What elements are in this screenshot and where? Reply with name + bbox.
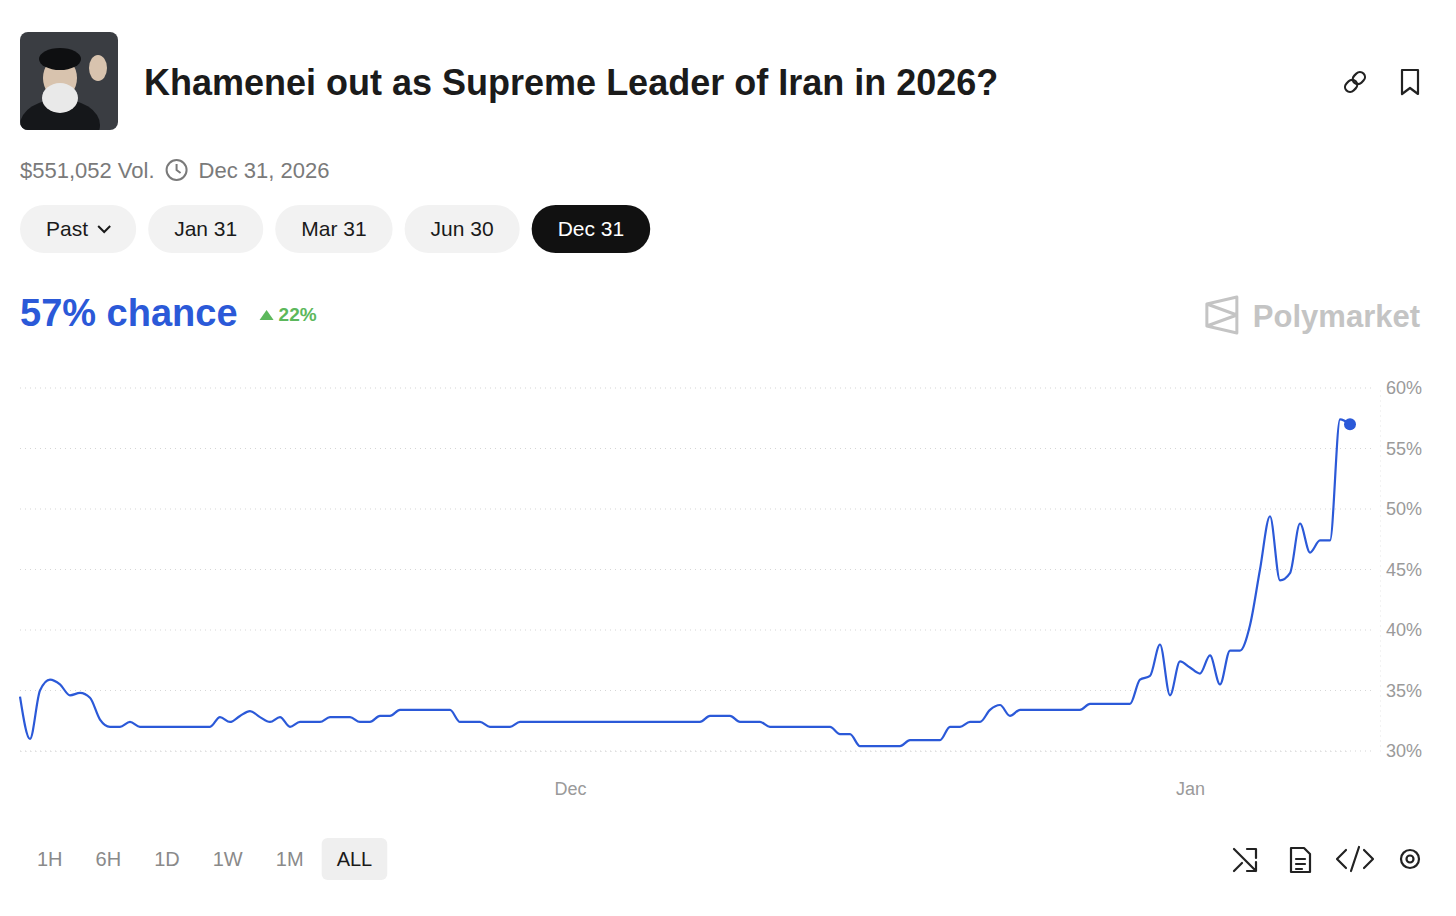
grid-line [20, 387, 1372, 388]
range-button-label[interactable]: 1W [213, 848, 243, 870]
settings-icon-center[interactable] [1407, 856, 1414, 863]
range-button-bg[interactable] [261, 838, 319, 880]
document-icon[interactable] [1291, 848, 1310, 872]
y-tick: 45% [1380, 560, 1422, 580]
avatar-hand [89, 55, 107, 81]
line [20, 419, 1350, 746]
end-date: Dec 31, 2026 [199, 158, 330, 183]
avatar [20, 32, 118, 151]
y-tick-label: 55% [1386, 439, 1422, 459]
y-tick-label: 40% [1386, 620, 1422, 640]
tab-bg[interactable] [20, 205, 136, 253]
range-button[interactable]: ALL [322, 838, 388, 880]
headline: 57% chance [20, 292, 238, 334]
tab-bg[interactable] [148, 205, 263, 253]
grid-line [20, 629, 1372, 630]
grid-line [20, 448, 1372, 449]
range-button-bg[interactable] [81, 838, 137, 880]
volume: $551,052 Vol. [20, 158, 155, 183]
tab-bg[interactable] [405, 205, 520, 253]
plot [20, 418, 1356, 746]
avatar-beard [42, 83, 78, 113]
y-tick: 35% [1380, 681, 1422, 701]
range-button-label[interactable]: ALL [337, 848, 373, 870]
y-tick: 60% [1380, 378, 1422, 398]
tab[interactable]: Jan 31 [148, 205, 263, 253]
x-axis: Dec Jan [21, 751, 1351, 799]
range-button-bg[interactable] [139, 838, 195, 880]
x-axis-line [21, 751, 1351, 752]
link-icon-part[interactable] [1351, 70, 1367, 86]
range-button-label[interactable]: 1M [276, 848, 304, 870]
grid-line [20, 508, 1372, 509]
range-button[interactable]: 1M [261, 838, 319, 880]
clock-icon [167, 160, 187, 180]
tab-label[interactable]: Mar 31 [301, 217, 366, 240]
tab[interactable]: Mar 31 [275, 205, 392, 253]
range-button[interactable]: 1W [198, 838, 258, 880]
tab-bg[interactable] [532, 205, 651, 253]
avatar-turban [39, 48, 81, 70]
background [0, 0, 1456, 916]
tab-bg[interactable] [275, 205, 392, 253]
clock-face [167, 160, 187, 180]
link-icon-part[interactable] [1343, 78, 1359, 94]
range-button[interactable]: 1D [139, 838, 195, 880]
tab-label[interactable]: Dec 31 [558, 217, 625, 240]
title: Khamenei out as Supreme Leader of Iran i… [144, 62, 998, 103]
end-marker [1344, 418, 1356, 430]
range-button-label[interactable]: 6H [96, 848, 122, 870]
y-tick: 30% [1380, 741, 1422, 761]
page: Khamenei out as Supreme Leader of Iran i… [0, 0, 1456, 916]
tab-label[interactable]: Jan 31 [174, 217, 237, 240]
range-button[interactable]: 1H [22, 838, 78, 880]
x-tick-label: Jan [1176, 779, 1205, 799]
range-button[interactable]: 6H [81, 838, 137, 880]
x-tick: Jan [1176, 751, 1205, 799]
y-tick-label: 35% [1386, 681, 1422, 701]
tab[interactable]: Jun 30 [405, 205, 520, 253]
y-tick-label: 50% [1386, 499, 1422, 519]
y-axis-line [1380, 389, 1381, 752]
grid-line [20, 569, 1372, 570]
range-button-label[interactable]: 1H [37, 848, 63, 870]
range-button-bg[interactable] [22, 838, 78, 880]
grid-line [20, 690, 1372, 691]
toolbar [1234, 847, 1419, 872]
y-tick: 50% [1380, 499, 1422, 519]
settings-icon[interactable] [1401, 850, 1419, 868]
y-tick-label: 60% [1386, 378, 1422, 398]
y-tick: 40% [1380, 620, 1422, 640]
grid-line [20, 750, 1372, 751]
tab[interactable]: Dec 31 [532, 205, 651, 253]
code-icon[interactable] [1337, 847, 1373, 871]
tab-label[interactable]: Jun 30 [431, 217, 494, 240]
change: 22% [279, 304, 317, 325]
dropdown-chevron[interactable] [98, 226, 110, 232]
x-tick: Dec [554, 751, 586, 799]
y-axis: 30% 35% 40% 45% 50% 55% 60% [1380, 378, 1422, 761]
brand-logo [1207, 297, 1237, 333]
bookmark-icon[interactable] [1402, 70, 1418, 94]
tab[interactable]: Past [20, 205, 136, 253]
x-tick-label: Dec [554, 779, 586, 799]
range-button-label[interactable]: 1D [154, 848, 180, 870]
change-arrow [260, 310, 274, 320]
y-tick-label: 45% [1386, 560, 1422, 580]
range-button-bg[interactable] [322, 838, 388, 880]
clock-hands [177, 164, 181, 173]
tab-label[interactable]: Past [46, 217, 88, 240]
range-button-bg[interactable] [198, 838, 258, 880]
link-icon[interactable] [1343, 70, 1367, 94]
shuffle-icon[interactable] [1234, 849, 1256, 871]
y-tick: 55% [1380, 439, 1422, 459]
grid [20, 388, 1372, 751]
brand: Polymarket [1253, 299, 1420, 334]
y-tick-label: 30% [1386, 741, 1422, 761]
